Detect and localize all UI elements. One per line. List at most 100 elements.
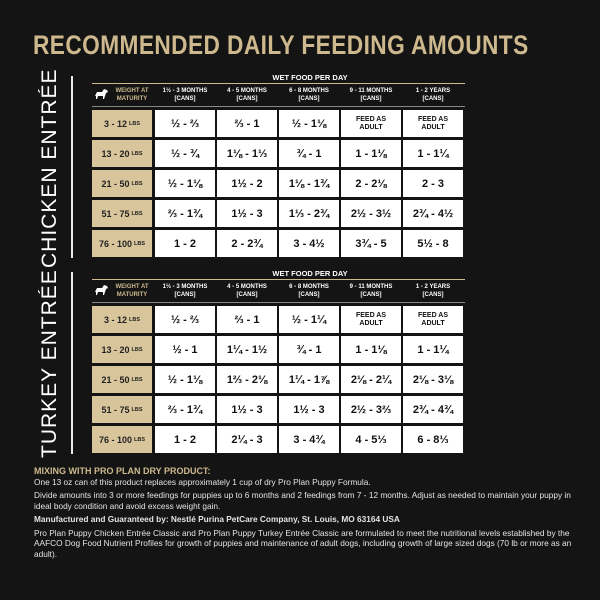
feeding-cell: 1 - 1¼ (403, 336, 463, 363)
rule (92, 83, 465, 84)
column-header: 4 - 5 MONTHS [CANS] (217, 283, 277, 299)
weight: 76 - 100 (98, 434, 133, 445)
weight-unit: LBS (131, 210, 143, 217)
weight-unit: LBS (131, 180, 143, 187)
feeding-cell: FEED AS ADULT (403, 110, 463, 137)
feeding-cell: 1⅔ - 2⅛ (217, 366, 277, 393)
footer-text: Divide amounts into 3 or more feedings f… (34, 490, 571, 511)
column-label: 9 - 11 MONTHS (349, 284, 393, 290)
feeding-cell: 1⅓ - 2¾ (279, 200, 339, 227)
weight: 21 - 50 (101, 374, 130, 385)
feeding-cell: 1 - 1⅛ (341, 140, 401, 167)
column-header: 4 - 5 MONTHS [CANS] (217, 87, 277, 103)
divider (71, 76, 73, 258)
feeding-cell: ⅔ - 1 (217, 110, 277, 137)
column-label: 1 - 2 YEARS (415, 284, 451, 290)
rule (92, 279, 465, 280)
column-header: 6 - 8 MONTHS [CANS] (279, 87, 339, 103)
feeding-cell: ½ - ¾ (155, 140, 215, 167)
feeding-cell: 5½ - 8 (403, 230, 463, 257)
weight-header: WEIGHT AT MATURITY (115, 88, 149, 102)
footer-heading: MIXING WITH PRO PLAN DRY PRODUCT: (34, 466, 211, 476)
column-unit: [CANS] (360, 292, 382, 298)
weight-cell: 3 - 12 LBS (92, 110, 152, 137)
column-header: 1 - 2 YEARS [CANS] (403, 87, 463, 103)
column-unit: [CANS] (174, 292, 196, 298)
feeding-cell: FEED AS ADULT (403, 306, 463, 333)
column-header: 1½ - 3 MONTHS [CANS] (155, 87, 215, 103)
weight-unit: LBS (134, 436, 146, 443)
weight-unit: LBS (131, 150, 143, 157)
footer-text: Manufactured and Guaranteed by: Nestlé P… (34, 514, 400, 524)
column-label: 4 - 5 MONTHS (227, 284, 267, 290)
table-caption: WET FOOD PER DAY (272, 269, 348, 278)
feeding-cell: 1½ - 3 (217, 396, 277, 423)
footer-text: Pro Plan Puppy Chicken Entrée Classic an… (34, 527, 572, 559)
feeding-cell: ½ - 1 (155, 336, 215, 363)
feeding-cell: 4 - 5⅓ (341, 426, 401, 453)
feeding-cell: ½ - 1¼ (279, 306, 339, 333)
feeding-cell: 2½ - 3⅔ (341, 396, 401, 423)
dog-icon (95, 285, 108, 295)
feeding-cell: 1½ - 3 (217, 200, 277, 227)
feeding-cell: ½ - 1⅛ (279, 110, 339, 137)
feeding-cell: 2¼ - 3 (217, 426, 277, 453)
weight-unit: LBS (131, 406, 143, 413)
feeding-cell: 3 - 4¾ (279, 426, 339, 453)
weight-cell: 13 - 20 LBS (92, 336, 152, 363)
column-header: 1½ - 3 MONTHS [CANS] (155, 283, 215, 299)
column-label: 1½ - 3 MONTHS (162, 284, 208, 290)
rule (92, 106, 465, 107)
feeding-cell: ½ - 1⅛ (155, 366, 215, 393)
feeding-cell: 2⅛ - 2¼ (341, 366, 401, 393)
feeding-cell: ½ - ⅔ (155, 306, 215, 333)
rule (92, 302, 465, 303)
section-name: CHICKEN ENTRÉE (38, 68, 61, 268)
weight: 51 - 75 (101, 208, 130, 219)
weight: 3 - 12 (103, 314, 127, 325)
feeding-cell: 1 - 1⅛ (341, 336, 401, 363)
feeding-cell: ¾ - 1 (279, 140, 339, 167)
weight-unit: LBS (129, 316, 140, 323)
feeding-cell: 6 - 8⅓ (403, 426, 463, 453)
feeding-cell: 2¾ - 4½ (403, 200, 463, 227)
feeding-cell: 3¾ - 5 (341, 230, 401, 257)
feeding-cell: 3 - 4½ (279, 230, 339, 257)
table-caption: WET FOOD PER DAY (272, 73, 348, 82)
column-unit: [CANS] (236, 292, 258, 298)
weight: 51 - 75 (101, 404, 130, 415)
feeding-cell: ⅔ - 1¾ (155, 200, 215, 227)
weight-unit: LBS (134, 240, 146, 247)
section-name: TURKEY ENTRÉE (38, 269, 61, 459)
weight-cell: 21 - 50 LBS (92, 170, 152, 197)
weight-cell: 21 - 50 LBS (92, 366, 152, 393)
feeding-cell: FEED AS ADULT (341, 306, 401, 333)
weight-cell: 13 - 20 LBS (92, 140, 152, 167)
column-unit: [CANS] (174, 96, 196, 102)
feeding-cell: 1¼ - 1½ (217, 336, 277, 363)
column-unit: [CANS] (422, 96, 444, 102)
column-label: 1 - 2 YEARS (415, 88, 451, 94)
feeding-cell: 2 - 2⅛ (341, 170, 401, 197)
feeding-cell: ½ - 1⅛ (155, 170, 215, 197)
feeding-cell: FEED AS ADULT (341, 110, 401, 137)
title: RECOMMENDED DAILY FEEDING AMOUNTS (33, 30, 529, 60)
column-unit: [CANS] (298, 96, 320, 102)
feeding-cell: 2⅛ - 3⅛ (403, 366, 463, 393)
weight: 13 - 20 (101, 148, 130, 159)
feeding-cell: ⅔ - 1¾ (155, 396, 215, 423)
feeding-cell: ⅔ - 1 (217, 306, 277, 333)
column-unit: [CANS] (422, 292, 444, 298)
weight-header: WEIGHT AT MATURITY (115, 284, 149, 298)
weight-cell: 51 - 75 LBS (92, 200, 152, 227)
weight-unit: LBS (131, 376, 143, 383)
feeding-cell: 1 - 1¼ (403, 140, 463, 167)
weight-cell: 76 - 100 LBS (92, 426, 152, 453)
weight: 76 - 100 (98, 238, 133, 249)
column-label: 6 - 8 MONTHS (289, 284, 329, 290)
column-header: 1 - 2 YEARS [CANS] (403, 283, 463, 299)
footer-text: One 13 oz can of this product replaces a… (34, 476, 371, 487)
footer: MIXING WITH PRO PLAN DRY PRODUCT: One 13… (34, 466, 574, 562)
weight: 21 - 50 (101, 178, 130, 189)
